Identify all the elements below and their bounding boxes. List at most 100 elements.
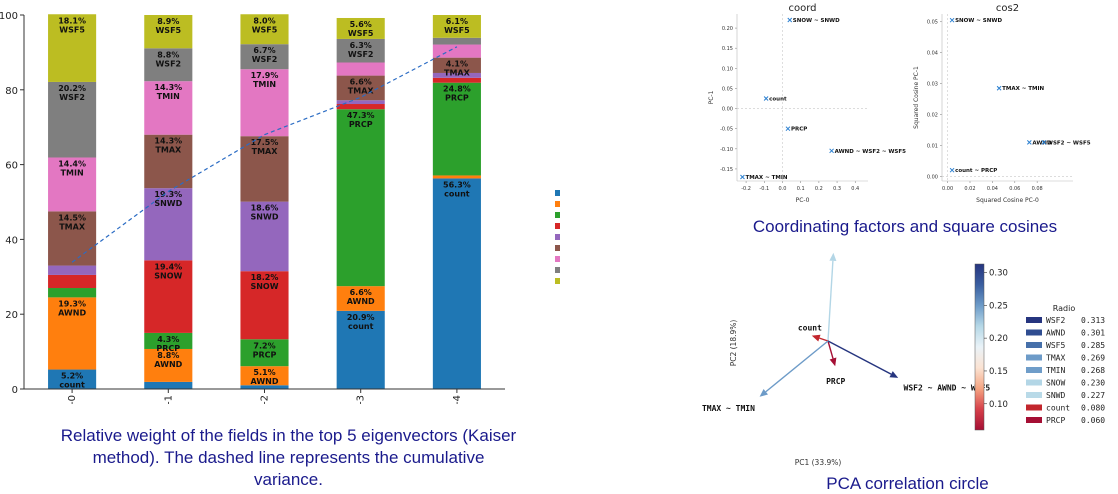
legend-swatch-count xyxy=(1026,404,1042,411)
legend-swatch-tmin xyxy=(555,256,560,262)
bar-percent-label: 18.6% xyxy=(251,204,279,213)
bar-segment-wsf2 xyxy=(336,38,385,63)
arrow-label-wsf2-awnd-wsf5: WSF2 ~ AWND ~ WSF5 xyxy=(904,384,991,393)
bar-series-label: SNOW xyxy=(250,282,278,291)
legend-value-wsf2: 0.313 xyxy=(1081,316,1105,325)
bar-segment-awnd xyxy=(240,366,289,386)
bar-segment-snwd xyxy=(48,265,97,275)
bar-segment-awnd xyxy=(336,286,385,311)
legend-swatch-count xyxy=(555,190,560,196)
bar-segment-tmax xyxy=(432,57,481,73)
arrow-label-tmax-tmin: TMAX ~ TMIN xyxy=(702,404,755,413)
bar-percent-label: 18.1% xyxy=(58,16,86,25)
arrow-label-prcp: PRCP xyxy=(826,377,845,386)
y-tick-label: 0.00 xyxy=(927,174,938,180)
bar-series-label: TMAX xyxy=(155,146,182,155)
legend-swatch-wsf2 xyxy=(555,267,560,273)
scatter-point xyxy=(763,96,769,101)
bar-percent-label: 19.3% xyxy=(58,299,86,308)
bar-series-label: TMAX xyxy=(59,222,86,231)
bar-segment-prcp xyxy=(144,332,193,349)
bar-segment-wsf5 xyxy=(336,17,385,39)
bar-segment-prcp xyxy=(48,288,97,298)
legend-swatch-snow xyxy=(1026,379,1042,386)
bar-segment-wsf2 xyxy=(240,44,289,70)
legend-value-prcp: 0.060 xyxy=(1081,416,1105,425)
x-tick-label: -0.1 xyxy=(759,186,769,192)
bar-percent-label: 24.8% xyxy=(443,85,471,94)
scatter-point xyxy=(1041,139,1047,145)
y-tick-label: 0.02 xyxy=(927,113,938,119)
bar-percent-label: 4.3% xyxy=(157,335,179,344)
scatter-point-label: TMAX ~ TMIN xyxy=(1002,86,1044,92)
bar-segment-snow xyxy=(240,271,289,340)
bar-percent-label: 6.3% xyxy=(350,41,372,50)
arrow-shaft-prcp xyxy=(827,340,834,359)
bar-segment-count xyxy=(144,381,193,389)
x-tick-label: 0.1 xyxy=(797,186,805,192)
bar-percent-label: 5.2% xyxy=(61,372,83,381)
scatter-point xyxy=(949,167,955,173)
legend-swatch-snow xyxy=(555,223,560,229)
y-tick-label: 0 xyxy=(12,385,18,396)
cumulative-variance-line xyxy=(71,46,458,263)
x-tick-label: 0.4 xyxy=(851,186,859,192)
bar-series-label: count xyxy=(59,381,85,390)
bar-percent-label: 14.5% xyxy=(58,213,86,222)
bar-segment-wsf2 xyxy=(144,48,193,82)
bar-series-label: TMIN xyxy=(253,80,276,89)
legend-title: Radio xyxy=(1053,304,1076,313)
bar-segment-count xyxy=(336,310,385,389)
bar-series-label: WSF5 xyxy=(59,25,85,34)
bar-segment-count xyxy=(432,178,481,389)
legend-swatch-tmax xyxy=(555,245,560,251)
bar-segment-snwd xyxy=(240,201,289,272)
x-axis-label: PC-0 xyxy=(796,197,810,204)
bar-percent-label: 14.3% xyxy=(154,83,182,92)
bar-series-label: WSF5 xyxy=(155,26,181,35)
x-tick-label: 0.02 xyxy=(964,186,975,192)
y-tick-label: 0.04 xyxy=(927,51,938,57)
scatter-point xyxy=(996,85,1002,91)
y-tick-label: 0.15 xyxy=(722,46,733,52)
bar-percent-label: 8.9% xyxy=(157,17,179,26)
legend-name-awnd: AWND xyxy=(1046,329,1065,338)
arrow-head-wsf2-awnd-wsf5 xyxy=(889,371,899,378)
scatter-point xyxy=(787,17,793,23)
bar-series-label: AWND xyxy=(58,308,86,317)
scatter-point-label: PRCP xyxy=(791,127,807,133)
y-tick-label: 0.05 xyxy=(722,86,733,92)
scatter-point-label: AWND xyxy=(1032,140,1052,146)
x-tick-label: 0.08 xyxy=(1032,186,1043,192)
bar-series-label: SNWD xyxy=(154,199,182,208)
bar-series-label: SNWD xyxy=(251,213,279,222)
legend-name-snwd: SNWD xyxy=(1046,391,1065,400)
bar-segment-snow xyxy=(336,104,385,110)
bar-series-label: count xyxy=(348,322,374,331)
y-tick-label: 0.00 xyxy=(722,107,733,113)
bar-series-label: WSF2 xyxy=(59,93,85,102)
legend-swatch-wsf5 xyxy=(555,278,560,284)
y-tick-label: 60 xyxy=(5,161,18,172)
scatter-point-label: SNOW ~ SNWD xyxy=(793,18,840,24)
x-tick-label: 0.3 xyxy=(833,186,841,192)
x-tick-label: 0.04 xyxy=(987,186,998,192)
factors-scatter-charts: coord-0.15-0.10-0.050.000.050.100.150.20… xyxy=(708,3,1091,204)
bar-series-label: AWND xyxy=(154,360,182,369)
arrow-label-count: count xyxy=(798,323,822,332)
scatter-title-cos2: cos2 xyxy=(996,3,1019,14)
x-tick-label: PC-0 xyxy=(67,395,78,404)
legend-name-prcp: PRCP xyxy=(1046,416,1065,425)
colorbar-tick-label: 0.30 xyxy=(989,269,1008,279)
colorbar-tick-label: 0.15 xyxy=(989,367,1008,377)
bar-series-label: WSF5 xyxy=(444,26,470,35)
bar-percent-label: 20.9% xyxy=(347,313,375,322)
bar-series-label: PRCP xyxy=(445,94,469,103)
legend-name-wsf5: WSF5 xyxy=(1046,341,1065,350)
bar-percent-label: 8.0% xyxy=(253,16,275,25)
bar-series-label: TMAX xyxy=(348,87,375,96)
x-tick-label: PC-3 xyxy=(356,395,367,404)
x-tick-label: PC-4 xyxy=(452,395,463,404)
bar-percent-label: 18.2% xyxy=(251,273,279,282)
bar-percent-label: 6.1% xyxy=(446,17,468,26)
